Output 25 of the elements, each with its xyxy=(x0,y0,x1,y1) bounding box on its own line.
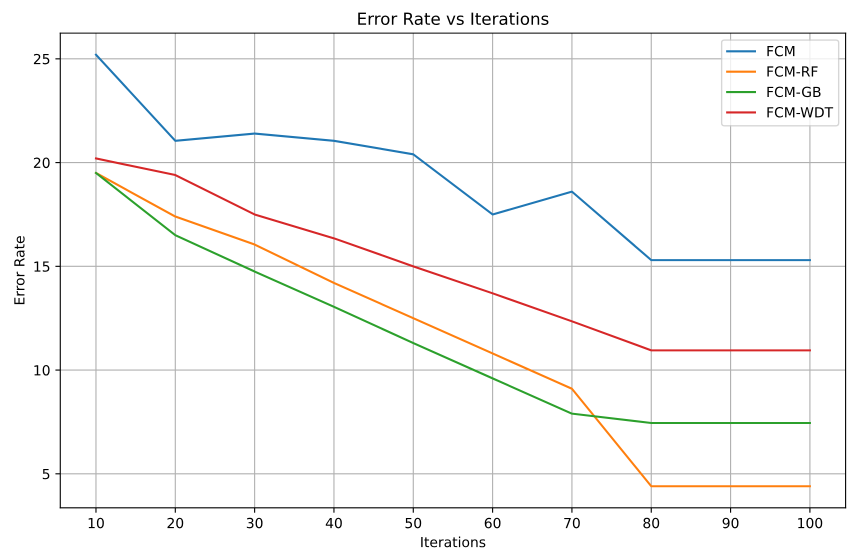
x-tick-label: 80 xyxy=(643,518,660,528)
line-series xyxy=(94,157,811,352)
legend-label: FCM-WDT xyxy=(767,107,834,118)
y-axis-title: Error Rate xyxy=(14,236,25,304)
legend-label: FCM xyxy=(767,46,794,56)
x-axis-title: Iterations xyxy=(421,536,486,548)
legend-label: FCM-GB xyxy=(767,86,821,98)
y-tick-label: 5 xyxy=(42,468,50,480)
x-tick-label: 50 xyxy=(406,518,422,528)
x-tick-label: 70 xyxy=(564,518,580,528)
line-series xyxy=(94,172,811,488)
x-tick-label: 60 xyxy=(484,518,501,528)
line-series xyxy=(94,172,811,424)
x-tick-label: 20 xyxy=(167,518,184,528)
legend-label: FCM-RF xyxy=(767,66,818,77)
y-tick-label: 20 xyxy=(34,158,50,168)
x-tick-label: 90 xyxy=(722,518,738,528)
y-tick-label: 25 xyxy=(34,54,50,64)
x-tick-label: 100 xyxy=(798,518,822,528)
chart-title: Error Rate vs Iterations xyxy=(358,12,548,26)
x-tick-label: 10 xyxy=(88,518,104,528)
y-tick-label: 10 xyxy=(34,365,50,376)
y-tick-label: 15 xyxy=(34,261,50,272)
x-tick-label: 40 xyxy=(326,518,342,528)
x-tick-label: 30 xyxy=(246,518,263,528)
